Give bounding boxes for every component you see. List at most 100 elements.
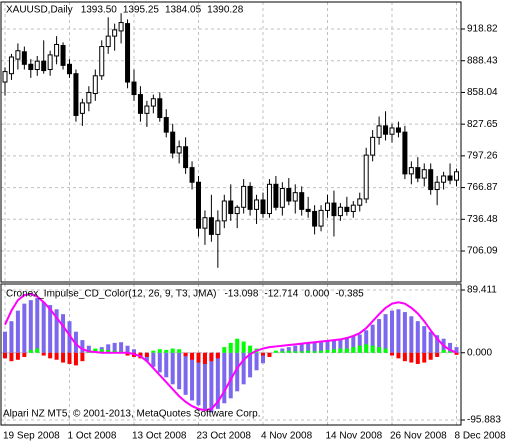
histogram-bar bbox=[351, 335, 356, 353]
readout-value: -13.098 bbox=[224, 289, 258, 300]
color-bar bbox=[357, 345, 362, 353]
candle-body bbox=[125, 23, 131, 83]
candle-body bbox=[350, 204, 356, 212]
histogram-bar bbox=[331, 340, 336, 353]
x-tick-label: 19 Sep 2008 bbox=[3, 431, 60, 442]
color-bar bbox=[428, 352, 433, 360]
color-bar bbox=[319, 350, 324, 353]
color-bar bbox=[396, 352, 401, 359]
x-tick-label: 1 Oct 2008 bbox=[68, 431, 117, 442]
candle-body bbox=[15, 50, 21, 60]
histogram-bar bbox=[248, 352, 253, 378]
histogram-bar bbox=[312, 342, 317, 353]
y-tick-label: 918.82 bbox=[467, 24, 498, 35]
candle-body bbox=[344, 206, 350, 212]
readout-value: -0.385 bbox=[335, 289, 364, 300]
color-bar bbox=[415, 352, 420, 364]
color-bar bbox=[248, 345, 253, 353]
candle-body bbox=[434, 181, 440, 191]
histogram-bar bbox=[86, 345, 91, 353]
candle-body bbox=[383, 125, 389, 135]
candle-body bbox=[202, 217, 208, 229]
color-bar bbox=[338, 348, 343, 353]
color-bar bbox=[125, 352, 130, 356]
histogram-bar bbox=[61, 314, 66, 353]
candle-body bbox=[325, 202, 330, 211]
candle-body bbox=[389, 127, 395, 135]
candle-body bbox=[312, 210, 318, 227]
candle-body bbox=[67, 63, 72, 75]
candle-body bbox=[247, 185, 253, 210]
candle-body bbox=[421, 169, 427, 179]
histogram-bar bbox=[22, 303, 27, 353]
x-tick-label: 23 Oct 2008 bbox=[197, 431, 252, 442]
candle-body bbox=[170, 131, 176, 154]
y-tick-label: 0.000 bbox=[467, 347, 492, 358]
candle-body bbox=[337, 206, 343, 217]
candle-body bbox=[357, 198, 363, 206]
candle-body bbox=[292, 192, 298, 202]
histogram-bar bbox=[28, 300, 33, 353]
color-bar bbox=[41, 352, 46, 356]
histogram-bar bbox=[261, 352, 265, 364]
color-bar bbox=[351, 347, 356, 353]
color-bar bbox=[312, 351, 317, 353]
histogram-bar bbox=[15, 310, 20, 353]
histogram-bar bbox=[48, 305, 53, 353]
color-bar bbox=[422, 352, 427, 363]
color-bar bbox=[454, 352, 459, 355]
candle-body bbox=[92, 75, 98, 95]
y-tick-label: 827.65 bbox=[467, 119, 498, 130]
candle-body bbox=[189, 167, 195, 183]
color-bar bbox=[299, 351, 304, 353]
color-bar bbox=[215, 352, 220, 359]
color-bar bbox=[22, 352, 27, 357]
histogram-bar bbox=[448, 342, 453, 353]
x-tick-label: 13 Oct 2008 bbox=[132, 431, 187, 442]
histogram-bar bbox=[338, 338, 343, 353]
color-bar bbox=[28, 349, 33, 353]
color-bar bbox=[112, 350, 117, 353]
color-bar bbox=[370, 345, 375, 353]
candle-body bbox=[196, 181, 201, 229]
y-tick-label: 766.87 bbox=[467, 182, 498, 193]
y-tick-label: 797.26 bbox=[467, 151, 498, 162]
color-bar bbox=[448, 351, 453, 353]
candle-body bbox=[447, 175, 453, 181]
histogram-bar bbox=[280, 348, 285, 353]
candle-body bbox=[144, 105, 150, 114]
candle-body bbox=[2, 71, 8, 83]
readout-value: -12.714 bbox=[264, 289, 298, 300]
color-bar bbox=[344, 348, 349, 353]
indicator-panel bbox=[0, 283, 462, 426]
candle-body bbox=[331, 202, 337, 217]
color-bar bbox=[293, 351, 298, 353]
candle-body bbox=[34, 60, 40, 71]
color-bar bbox=[54, 352, 59, 360]
y-tick-label: 888.43 bbox=[467, 55, 498, 66]
histogram-bar bbox=[396, 309, 401, 353]
histogram-bar bbox=[402, 312, 407, 353]
price-panel bbox=[0, 1, 462, 283]
candle-body bbox=[137, 94, 143, 114]
candle-body bbox=[299, 192, 305, 210]
histogram-bar bbox=[370, 324, 375, 353]
histogram-bar bbox=[67, 321, 72, 353]
histogram-bar bbox=[170, 352, 175, 385]
x-tick-label: 4 Nov 2008 bbox=[261, 431, 313, 442]
candle-body bbox=[41, 60, 47, 72]
color-bar bbox=[190, 352, 195, 360]
color-bar bbox=[106, 349, 111, 353]
y-tick-label: 89.411 bbox=[467, 285, 497, 296]
histogram-bar bbox=[454, 347, 459, 353]
readout-value: 1395.25 bbox=[123, 5, 160, 16]
histogram-bar bbox=[228, 352, 233, 399]
histogram-bar bbox=[209, 352, 214, 413]
candle-body bbox=[131, 81, 137, 96]
color-bar bbox=[183, 352, 188, 357]
color-bar bbox=[67, 352, 72, 364]
histogram-bar bbox=[183, 352, 188, 395]
color-bar bbox=[409, 352, 414, 363]
signal-line bbox=[4, 292, 457, 412]
color-bar bbox=[9, 352, 14, 362]
